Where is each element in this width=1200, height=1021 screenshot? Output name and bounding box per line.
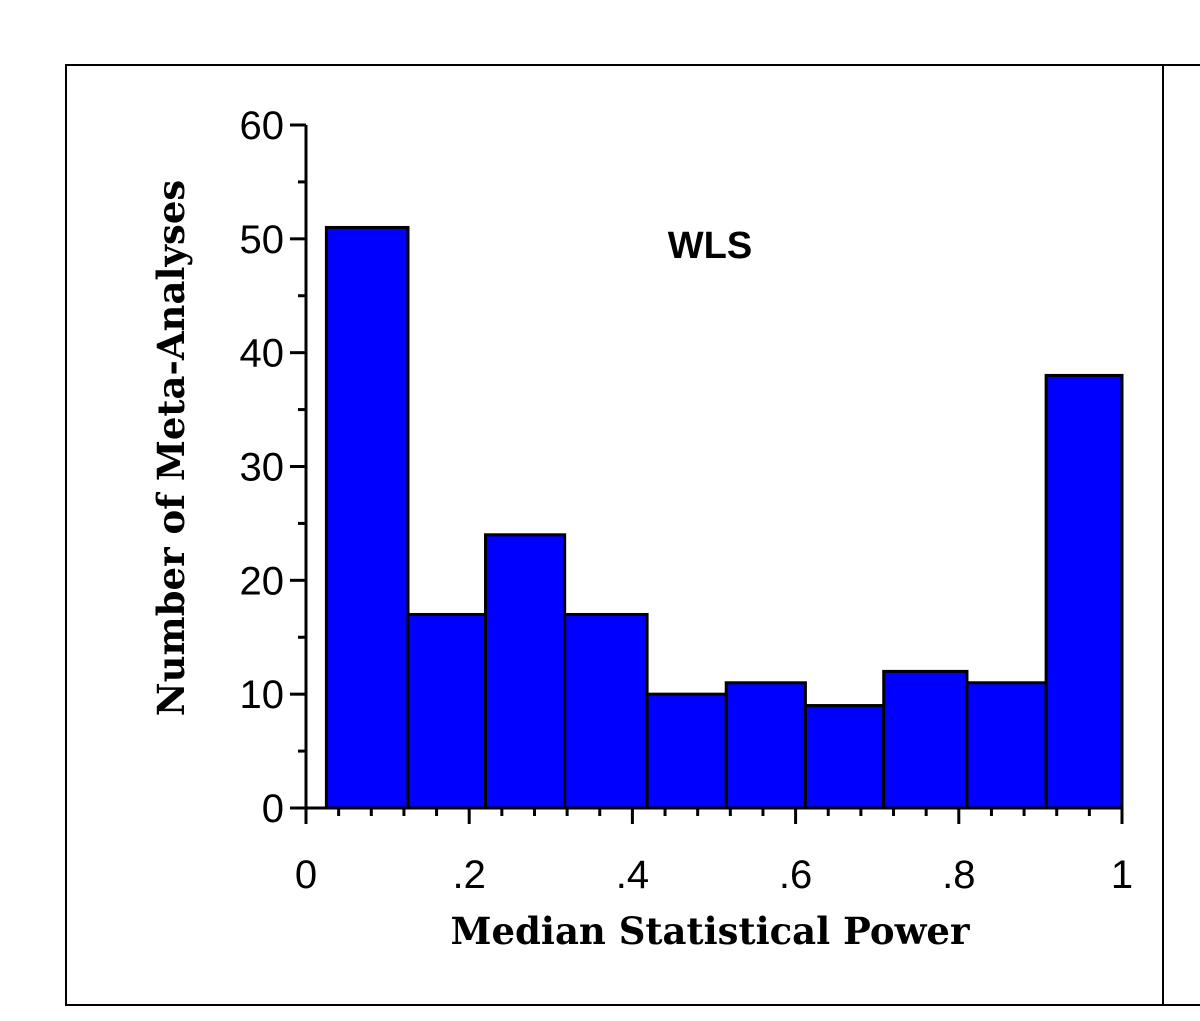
x-tick-label: .4: [616, 853, 649, 897]
x-tick-label: 0: [295, 853, 317, 897]
y-tick-label: 30: [240, 446, 285, 490]
y-tick-label: 60: [240, 104, 285, 148]
y-tick-label: 20: [240, 559, 285, 603]
histogram-bar-10: [1044, 373, 1124, 810]
histogram-bar-2: [406, 612, 488, 810]
histogram-bar-5: [645, 692, 728, 810]
y-tick-label: 10: [240, 673, 285, 717]
y-tick-label: 50: [240, 218, 285, 262]
panel-frame: [65, 64, 1164, 1006]
x-tick-label: .6: [779, 853, 812, 897]
x-tick-label: 1: [1111, 853, 1133, 897]
histogram-bar-3: [484, 533, 567, 810]
chart-title: WLS: [668, 225, 752, 267]
x-axis-title: Median Statistical Power: [451, 909, 970, 953]
histogram-bar-4: [563, 612, 649, 810]
histogram-bar-6: [724, 681, 807, 810]
bars-group: [324, 225, 1124, 810]
y-tick-label: 40: [240, 332, 285, 376]
axes-group: 0 10 20 30 40 50 60 0 .2 .4 .6 .8 1: [240, 104, 1134, 897]
histogram-bar-1: [324, 225, 410, 810]
histogram-bar-9: [965, 681, 1048, 810]
x-tick-label: .8: [942, 853, 975, 897]
y-tick-label: 0: [262, 787, 284, 831]
histogram-bar-8: [882, 669, 969, 810]
histogram-bar-7: [803, 704, 886, 810]
x-tick-label: .2: [453, 853, 486, 897]
y-axis-title: Number of Meta-Analyses: [149, 180, 193, 716]
